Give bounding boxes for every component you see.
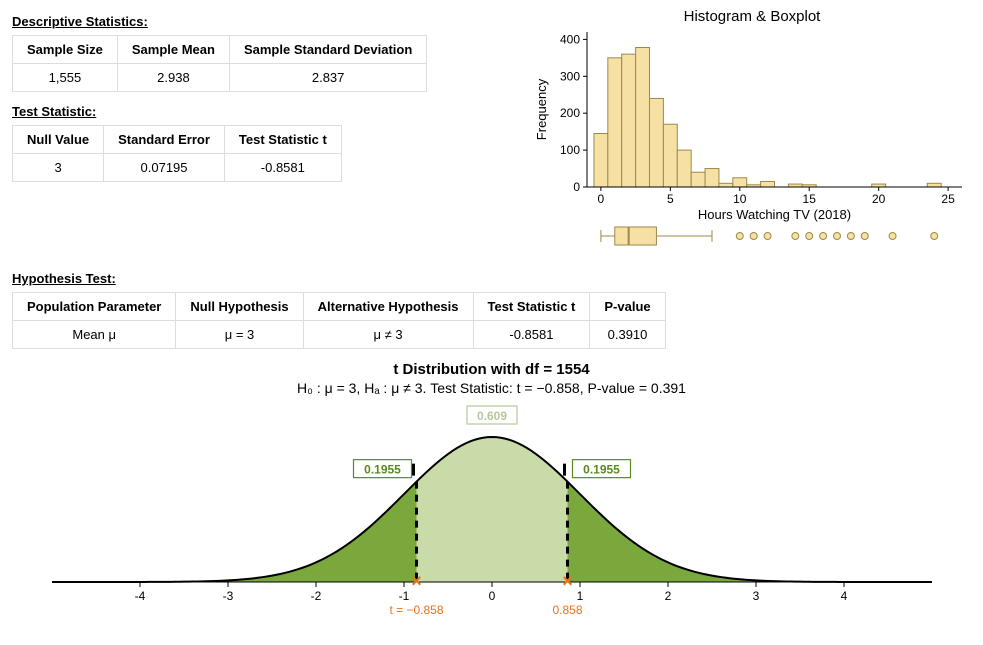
svg-text:15: 15 [803, 192, 817, 206]
th: Alternative Hypothesis [303, 293, 473, 321]
svg-text:×: × [411, 571, 422, 591]
svg-text:-4: -4 [134, 589, 145, 603]
th: Test Statistic t [224, 126, 341, 154]
svg-text:5: 5 [667, 192, 674, 206]
svg-text:-3: -3 [222, 589, 233, 603]
svg-text:400: 400 [560, 32, 580, 46]
tdist-subtitle: H₀ : μ = 3, Hₐ : μ ≠ 3. Test Statistic: … [12, 380, 971, 396]
svg-text:0.609: 0.609 [476, 409, 506, 423]
svg-text:300: 300 [560, 69, 580, 83]
svg-text:Frequency: Frequency [534, 78, 549, 140]
svg-text:0: 0 [488, 589, 495, 603]
td: -0.8581 [473, 321, 590, 349]
td: 0.3910 [590, 321, 665, 349]
tdist-title: t Distribution with df = 1554 [12, 361, 971, 378]
th: Sample Size [13, 36, 118, 64]
svg-text:0: 0 [573, 180, 580, 194]
svg-text:4: 4 [840, 589, 847, 603]
descriptive-title: Descriptive Statistics: [12, 14, 532, 29]
svg-text:10: 10 [733, 192, 747, 206]
svg-text:3: 3 [752, 589, 759, 603]
hypo-table: Population Parameter Null Hypothesis Alt… [12, 292, 666, 349]
td: -0.8581 [224, 154, 341, 182]
td: Mean μ [13, 321, 176, 349]
svg-text:2: 2 [664, 589, 671, 603]
svg-text:t = −0.858: t = −0.858 [389, 603, 443, 617]
td: 1,555 [13, 64, 118, 92]
svg-text:Hours Watching TV (2018): Hours Watching TV (2018) [698, 207, 851, 222]
svg-text:0.858: 0.858 [552, 603, 582, 617]
teststat-title: Test Statistic: [12, 104, 532, 119]
svg-text:0.1955: 0.1955 [364, 463, 401, 477]
histogram-title: Histogram & Boxplot [532, 8, 972, 25]
descriptive-table: Sample Size Sample Mean Sample Standard … [12, 35, 427, 92]
th: Null Value [13, 126, 104, 154]
tdist-chart: -4 -3 -2 -1 0 1 2 3 4 × × t = −0.858 0.858 0.609 0.195… [22, 402, 962, 622]
td: 3 [13, 154, 104, 182]
td: μ ≠ 3 [303, 321, 473, 349]
th: Test Statistic t [473, 293, 590, 321]
td: 0.07195 [104, 154, 225, 182]
td: 2.837 [229, 64, 426, 92]
svg-text:-2: -2 [310, 589, 321, 603]
th: Sample Standard Deviation [229, 36, 426, 64]
th: P-value [590, 293, 665, 321]
th: Population Parameter [13, 293, 176, 321]
svg-text:200: 200 [560, 106, 580, 120]
th: Sample Mean [117, 36, 229, 64]
svg-text:20: 20 [872, 192, 886, 206]
th: Standard Error [104, 126, 225, 154]
td: μ = 3 [176, 321, 303, 349]
hypo-title: Hypothesis Test: [12, 271, 971, 286]
svg-text:×: × [562, 571, 573, 591]
svg-text:0.1955: 0.1955 [583, 463, 620, 477]
histogram-chart: 0 100 200 300 400 Frequency 0 5 10 15 20 25 Hours Wa… [532, 27, 972, 262]
svg-text:1: 1 [576, 589, 583, 603]
svg-text:-1: -1 [398, 589, 409, 603]
svg-text:25: 25 [941, 192, 955, 206]
teststat-table: Null Value Standard Error Test Statistic… [12, 125, 342, 182]
th: Null Hypothesis [176, 293, 303, 321]
svg-text:100: 100 [560, 143, 580, 157]
svg-text:0: 0 [598, 192, 605, 206]
td: 2.938 [117, 64, 229, 92]
